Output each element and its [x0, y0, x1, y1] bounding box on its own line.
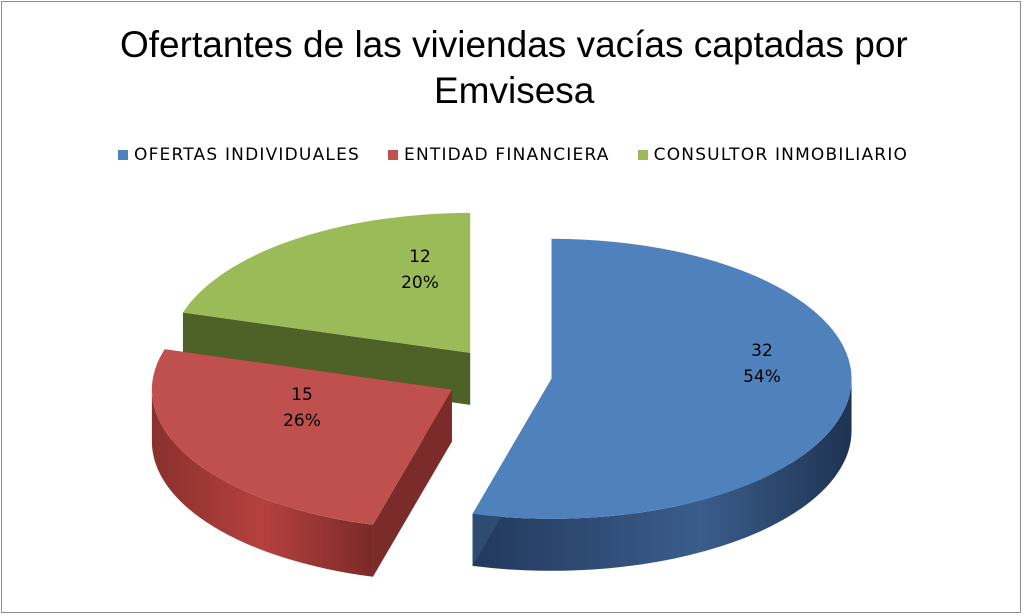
- legend-label: OFERTAS INDIVIDUALES: [134, 145, 361, 165]
- legend-label: CONSULTOR INMOBILIARIO: [653, 145, 909, 165]
- legend-swatch: [637, 150, 648, 160]
- legend-item-entidad-financiera: ENTIDAD FINANCIERA: [388, 145, 610, 165]
- pie-slice-top: [182, 212, 471, 353]
- legend-item-ofertas-individuales: OFERTAS INDIVIDUALES: [118, 145, 360, 165]
- data-label-value-entidad-financiera: 15: [291, 385, 313, 405]
- legend-swatch: [388, 150, 399, 160]
- pie-slice-entidad-financiera: [151, 349, 452, 577]
- data-label-value-ofertas-individuales: 32: [751, 341, 773, 361]
- legend-label: ENTIDAD FINANCIERA: [404, 145, 610, 165]
- data-label-percent-entidad-financiera: 26%: [283, 411, 321, 431]
- pie-slice-consultor-inmobiliario: [182, 212, 471, 405]
- pie-slice-top: [472, 238, 852, 519]
- pie-slice-cut-face: [182, 312, 471, 405]
- pie-slice-side-wall: [472, 378, 852, 571]
- chart-title-line-1: Ofertantes de las viviendas vacías capta…: [120, 24, 908, 65]
- pie-slice-ofertas-individuales: [472, 238, 852, 571]
- data-label-value-consultor-inmobiliario: 12: [409, 247, 431, 267]
- legend-item-consultor-inmobiliario: CONSULTOR INMOBILIARIO: [637, 145, 909, 165]
- data-label-percent-ofertas-individuales: 54%: [743, 367, 781, 387]
- pie-slice-side-wall: [151, 389, 373, 577]
- chart-legend: OFERTAS INDIVIDUALES ENTIDAD FINANCIERA …: [118, 143, 908, 167]
- data-label-percent-consultor-inmobiliario: 20%: [401, 273, 439, 293]
- chart-title: Ofertantes de las viviendas vacías capta…: [120, 22, 980, 114]
- chart-title-line-2: Emvisesa: [434, 70, 595, 111]
- pie-slice-top: [151, 349, 452, 525]
- legend-swatch: [118, 150, 128, 160]
